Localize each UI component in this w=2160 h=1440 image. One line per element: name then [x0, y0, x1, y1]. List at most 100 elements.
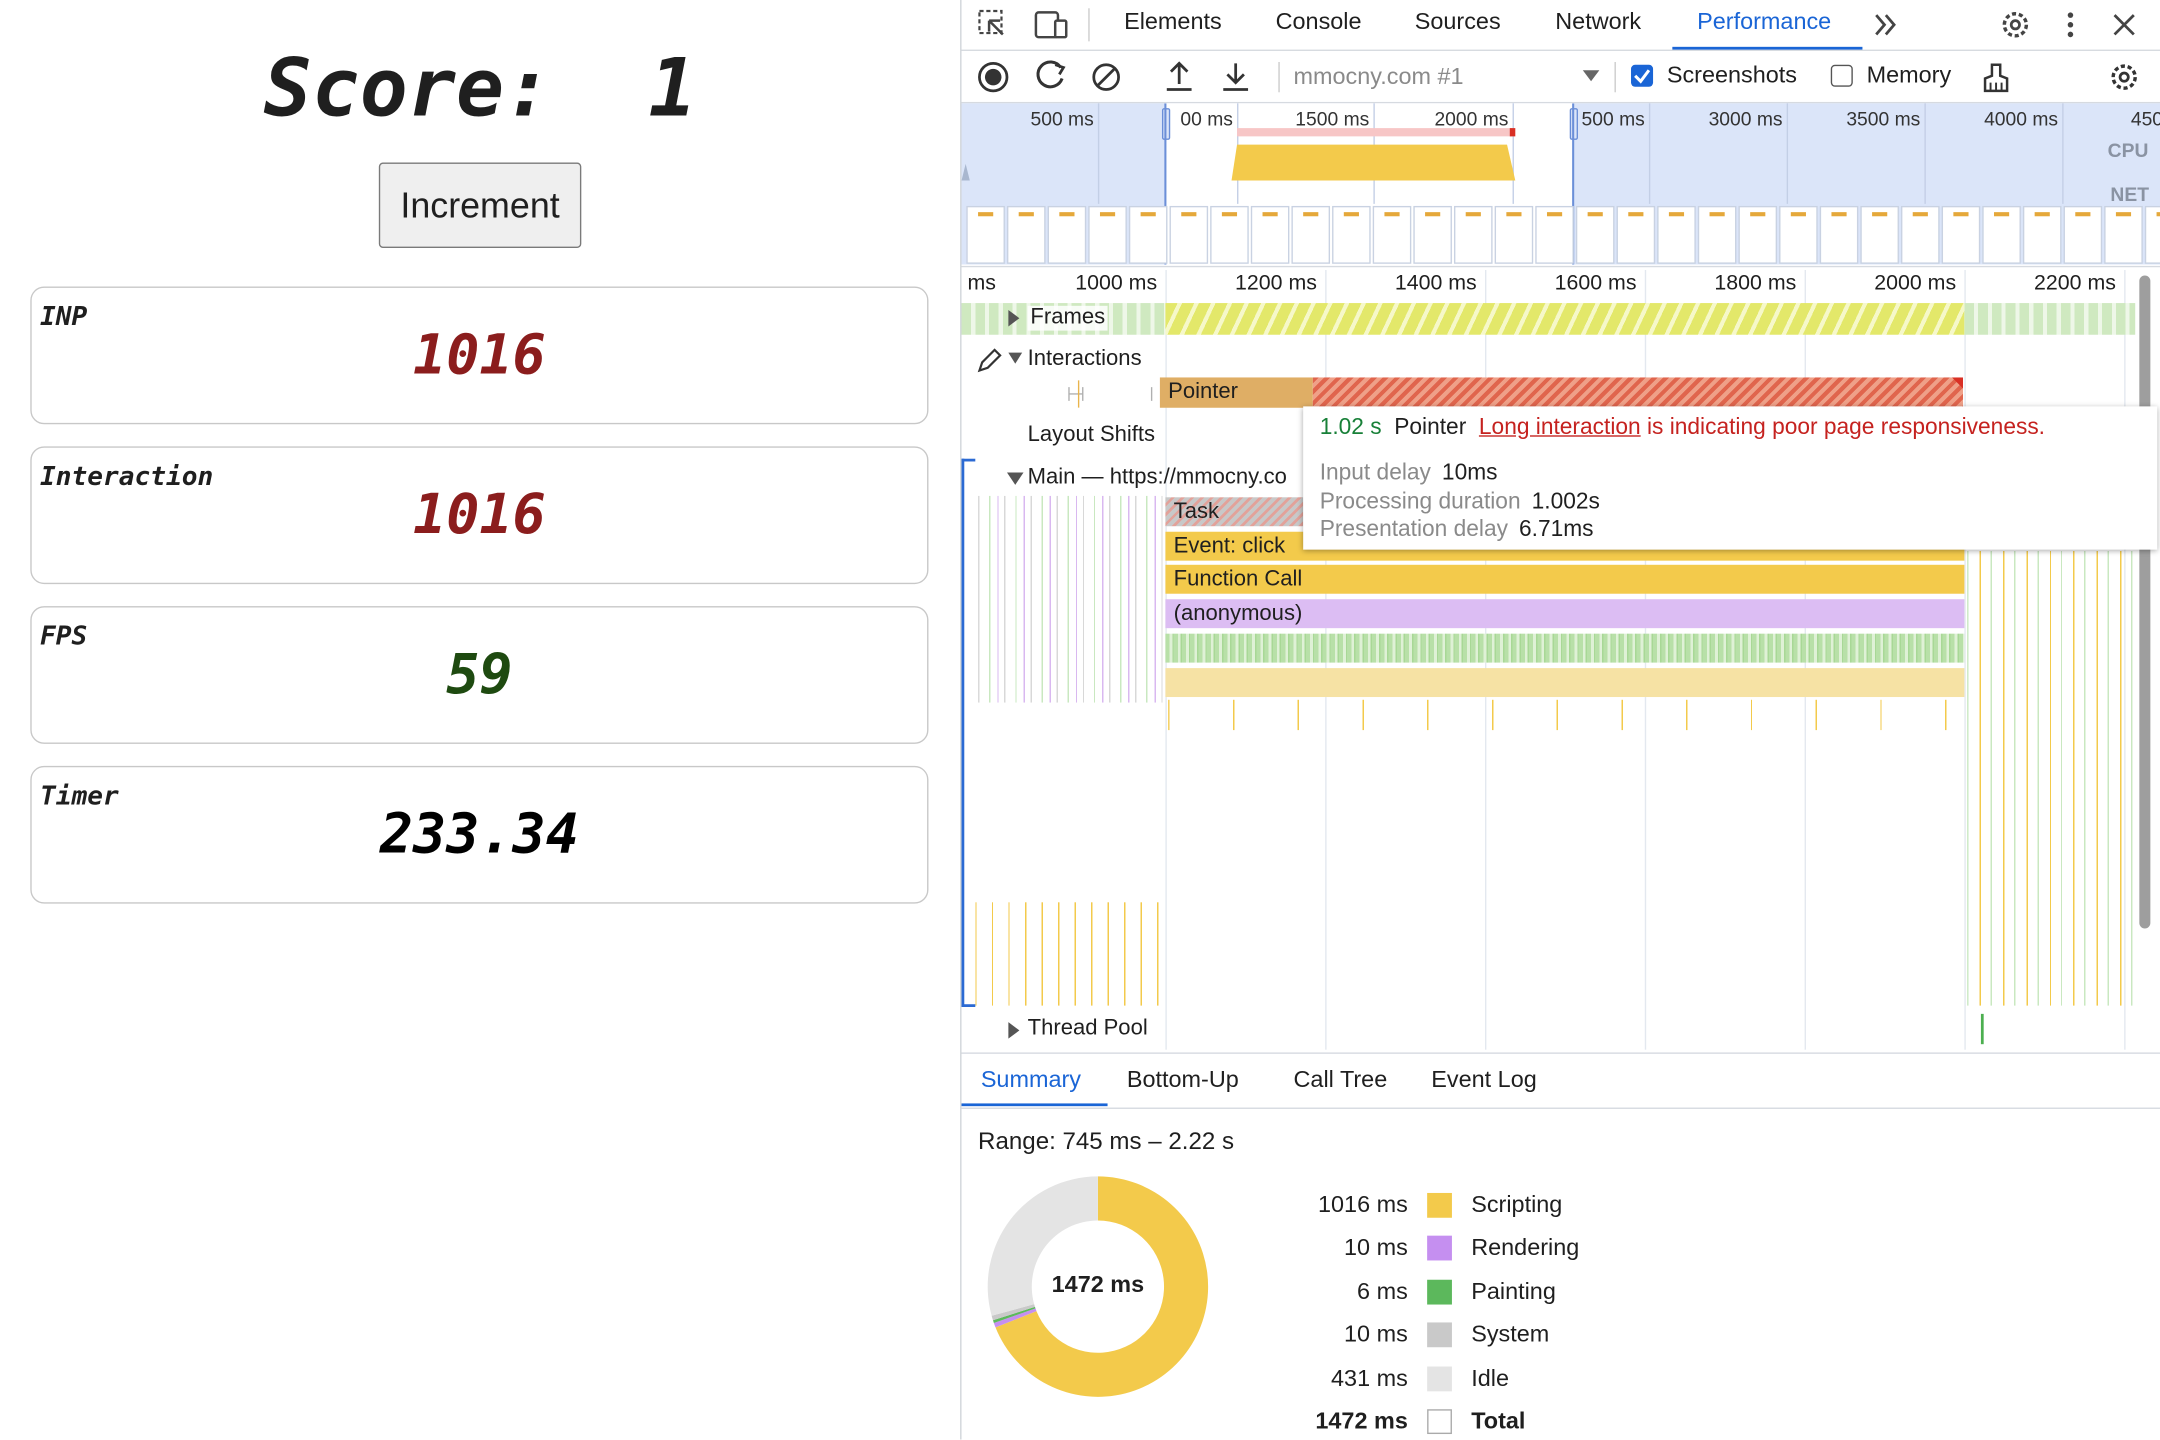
- pointer-long-part: [1312, 377, 1964, 408]
- thread-pool-mark: [1980, 1013, 1984, 1045]
- tooltip-row: Processing duration 1.002s: [1320, 488, 1600, 514]
- score-label: Score:: [263, 41, 553, 135]
- summary-range: Range: 745 ms – 2.22 s: [978, 1126, 1235, 1155]
- overview-grid-line: [1786, 103, 1789, 204]
- summary-category: Rendering: [1471, 1234, 1580, 1261]
- devtools-tab[interactable]: Elements: [1124, 8, 1222, 35]
- dropdown-arrow: [1582, 70, 1600, 82]
- summary-time-unit: ms: [1376, 1191, 1408, 1218]
- ruler-tick-label: 1200 ms: [1235, 271, 1317, 295]
- screenshot-thumb-detail: [1709, 212, 1725, 217]
- small-interactions: [1068, 380, 1153, 408]
- tooltip-link[interactable]: Long interaction: [1478, 414, 1641, 440]
- increment-button[interactable]: Increment: [378, 162, 582, 248]
- overview-tick-label: 00 ms: [1180, 107, 1233, 130]
- overview-tick-label: 4500: [2130, 107, 2160, 130]
- summary-time-value: 10: [1344, 1234, 1371, 1261]
- overview-graphics: [961, 103, 2160, 265]
- flame-anonymous[interactable]: (anonymous): [1165, 599, 1965, 629]
- tooltip-row: Input delay 10ms: [1320, 460, 1498, 486]
- web-page: Score: 1 Increment INP 1016 Interaction 101…: [0, 0, 961, 1440]
- target-select[interactable]: mmocny.com #1: [1293, 63, 1464, 90]
- screenshot-thumb: [1047, 205, 1087, 264]
- track-label[interactable]: Frames: [1027, 305, 1108, 331]
- summary-time-unit: ms: [1373, 1407, 1408, 1435]
- bottom-tabbar: [961, 1052, 2160, 1109]
- overview-grid-line: [1512, 103, 1514, 204]
- metric-value: 1016: [413, 483, 546, 547]
- devtools-tabbar: Elements Console Sources Network Performance: [961, 0, 2160, 51]
- checkbox[interactable]: [1631, 64, 1654, 87]
- track-label[interactable]: Layout Shifts: [1027, 422, 1156, 447]
- screenshot-thumb-detail: [2075, 212, 2091, 217]
- summary-time-value: 1472: [1315, 1407, 1368, 1435]
- panel-tab[interactable]: Bottom-Up: [1126, 1066, 1239, 1093]
- screenshot-thumb-detail: [1953, 212, 1969, 217]
- separator: [1278, 61, 1280, 93]
- screenshot-thumb-detail: [1587, 212, 1603, 217]
- screenshot-thumb-detail: [1181, 212, 1197, 217]
- screenshot-thumb-detail: [1303, 212, 1319, 217]
- track-label[interactable]: Interactions: [1027, 347, 1142, 371]
- performance-toolbar: mmocny.com #1 Screenshots Memory: [961, 51, 2160, 104]
- summary-time-unit: ms: [1376, 1364, 1408, 1391]
- separator: [1614, 61, 1616, 93]
- checkbox-label[interactable]: Memory: [1866, 61, 1952, 89]
- main-left-activity: [978, 495, 1163, 703]
- tooltip-row-label: Input delay: [1319, 460, 1431, 485]
- metric-label: FPS: [39, 621, 88, 652]
- flame-function[interactable]: Function Call: [1165, 564, 1965, 594]
- devtools-tab[interactable]: Network: [1555, 8, 1642, 35]
- summary-time: 1472 ms: [1315, 1408, 1407, 1436]
- metric-label: Timer: [39, 781, 119, 812]
- panel-tab[interactable]: Event Log: [1431, 1066, 1537, 1093]
- screenshot-thumb-detail: [1546, 212, 1563, 217]
- screenshot-thumb-detail: [978, 212, 994, 217]
- devtools-tab[interactable]: Performance: [1697, 8, 1832, 35]
- track-label[interactable]: Main — https://mmocny.co: [1027, 465, 1287, 490]
- donut-center-label: 1472 ms: [989, 1271, 1207, 1299]
- screenshot-thumb-detail: [1668, 212, 1685, 217]
- toolbar-icons-right: [1983, 63, 2137, 93]
- summary-time-value: 431: [1331, 1364, 1371, 1391]
- screenshot-thumb: [2144, 205, 2160, 264]
- screenshot-thumb-detail: [1425, 212, 1441, 217]
- metric-label: Interaction: [39, 461, 214, 492]
- summary-category: Scripting: [1471, 1191, 1563, 1218]
- track-label[interactable]: Thread Pool: [1027, 1016, 1148, 1041]
- summary-donut: [987, 1176, 1209, 1397]
- screenshot-thumb-detail: [1831, 212, 1847, 217]
- screenshot-thumb-detail: [2115, 212, 2132, 217]
- summary-time: 10 ms: [1344, 1321, 1408, 1349]
- overview-tick-label: 500 ms: [1581, 107, 1645, 130]
- panel-tab[interactable]: Summary: [980, 1066, 1082, 1093]
- overview-tick-label: 500 ms: [1030, 107, 1094, 130]
- metric-value: 59: [446, 643, 513, 707]
- flame-task[interactable]: Task: [1165, 497, 1304, 527]
- devtools-tab[interactable]: Console: [1275, 8, 1362, 35]
- overview-tick-label: 1500 ms: [1295, 107, 1370, 130]
- overview-grid-line: [2062, 103, 2064, 204]
- score-value: 1: [648, 41, 697, 135]
- summary-swatch: [1427, 1409, 1452, 1435]
- screenshot-thumb-detail: [1018, 212, 1034, 217]
- checkbox-label[interactable]: Screenshots: [1666, 61, 1798, 89]
- pointer-interaction[interactable]: Pointer: [1159, 377, 1313, 408]
- screenshot-thumb-detail: [1465, 212, 1481, 217]
- tooltip-row-value: 10ms: [1441, 460, 1498, 485]
- toolbar-buttons: [978, 60, 1249, 93]
- donut-segment: [995, 1176, 1209, 1397]
- devtools-tab[interactable]: Sources: [1414, 8, 1501, 35]
- summary-time: 431 ms: [1331, 1365, 1408, 1393]
- checkbox[interactable]: [1830, 64, 1853, 87]
- donut-segment: [992, 1306, 1036, 1323]
- panel-tab[interactable]: Call Tree: [1293, 1066, 1388, 1093]
- summary-time: 6 ms: [1357, 1278, 1408, 1306]
- metric-card: Timer 233.34: [30, 765, 929, 904]
- screenshot-thumb: [1941, 205, 1981, 264]
- screenshot-thumb-detail: [1384, 212, 1400, 217]
- expand-arrow: [1008, 309, 1020, 327]
- metric-card: Interaction 1016: [30, 446, 929, 585]
